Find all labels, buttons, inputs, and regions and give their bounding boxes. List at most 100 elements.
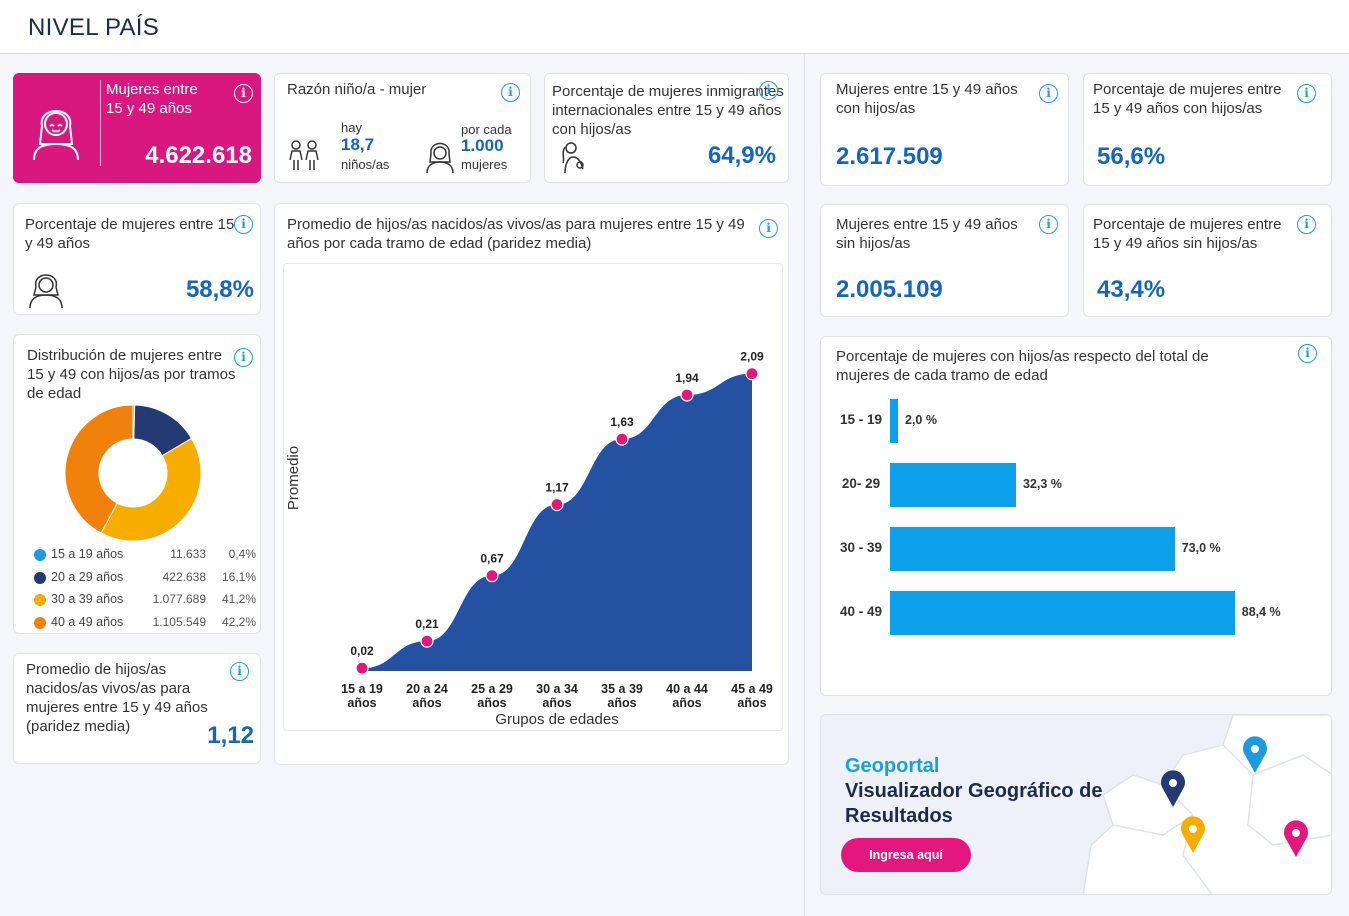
data-label-bg — [344, 642, 380, 659]
data-point[interactable]: 0,67 — [474, 549, 510, 583]
data-label-bg — [474, 549, 510, 566]
without-children-value: 2.005.109 — [836, 276, 943, 303]
pct-without-children-title: Porcentaje de mujeres entre 15 y 49 años… — [1093, 216, 1282, 252]
info-icon[interactable]: i — [1039, 215, 1058, 234]
parity-chart-card: Promedio de hijos/as nacidos/as vivos/as… — [274, 203, 789, 765]
x-tick-label: 40 a 44 años — [666, 682, 708, 710]
legend-count: 1.105.549 — [152, 614, 206, 629]
map-pin-yellow-icon — [1181, 816, 1205, 853]
info-icon[interactable]: i — [1039, 84, 1058, 103]
kpi-women-card: Mujeres entre 15 y 49 años i 4.622.618 — [13, 73, 261, 183]
info-icon[interactable]: i — [234, 215, 253, 234]
ratio-hay: hay — [341, 120, 362, 135]
legend-pct: 16,1% — [221, 569, 256, 584]
data-point[interactable]: 1,94 — [669, 368, 705, 402]
parity-plot-frame — [283, 263, 783, 731]
geoportal-enter-button[interactable]: Ingresa aquí — [841, 838, 971, 872]
legend-pct: 0,4% — [228, 547, 256, 561]
data-marker — [420, 634, 434, 648]
pct-women-value: 58,8% — [185, 276, 254, 303]
x-tick-label: 35 a 39 años — [601, 682, 643, 710]
data-label: 2,09 — [740, 350, 764, 364]
info-icon[interactable]: i — [1297, 84, 1316, 103]
mother-child-icon — [562, 142, 584, 174]
y-axis-label: Promedio — [285, 446, 302, 510]
avg-children-title: Promedio de hijos/as nacidos/as vivos/as… — [26, 661, 208, 735]
with-children-value: 2.617.509 — [836, 143, 943, 170]
woman-outline-icon — [426, 142, 454, 174]
kpi-women-value: 4.622.618 — [145, 142, 252, 169]
data-point[interactable]: 0,02 — [344, 642, 380, 675]
pct-with-children-value: 56,6% — [1097, 143, 1166, 170]
with-children-title: Mujeres entre 15 y 49 años con hijos/as — [836, 81, 1018, 117]
info-icon[interactable]: i — [234, 84, 253, 103]
info-icon[interactable]: i — [1298, 344, 1317, 363]
data-marker — [745, 367, 759, 381]
legend-dot — [34, 571, 46, 584]
info-icon[interactable]: i — [230, 662, 249, 681]
legend-dot — [34, 549, 46, 561]
pct-without-children-card: Porcentaje de mujeres entre 15 y 49 años… — [1083, 204, 1332, 317]
hbar-category: 15 - 19 — [839, 412, 883, 427]
legend-item[interactable]: 40 a 49 años 1.105.549 42,2% — [34, 615, 258, 631]
pct-women-title: Porcentaje de mujeres entre 15 y 49 años — [25, 216, 235, 252]
hbar-bar[interactable] — [890, 527, 1175, 571]
info-icon[interactable]: i — [1297, 215, 1316, 234]
legend-item[interactable]: 30 a 39 años 1.077.689 41,2% — [34, 592, 258, 608]
legend-pct: 41,2% — [221, 592, 256, 606]
hbar-bar[interactable] — [890, 399, 898, 443]
hbar-bar[interactable] — [890, 463, 1016, 507]
geoportal-card[interactable]: Geoportal Visualizador Geográfico de Res… — [820, 714, 1332, 895]
info-icon[interactable]: i — [234, 348, 253, 367]
parity-area-chart: 0,02 0,21 0,67 1,17 1,63 1,94 2,09 15 a 19 años 2… — [285, 347, 773, 728]
immigrants-title: Porcentaje de mujeres inmigrantes intern… — [552, 83, 784, 138]
immigrants-card: Porcentaje de mujeres inmigrantes intern… — [544, 73, 789, 183]
pct-with-children-title: Porcentaje de mujeres entre 15 y 49 años… — [1093, 81, 1282, 117]
info-icon[interactable]: i — [759, 219, 778, 238]
map-pin-blue-icon — [1243, 736, 1267, 773]
x-axis-label: Grupos de edades — [495, 711, 618, 728]
pct-with-children-card: Porcentaje de mujeres entre 15 y 49 años… — [1083, 73, 1332, 186]
legend-count: 1.077.689 — [152, 592, 206, 606]
legend-pct: 42,2% — [221, 614, 256, 629]
data-point[interactable]: 2,09 — [734, 347, 770, 381]
without-children-title: Mujeres entre 15 y 49 años sin hijos/as — [836, 216, 1018, 252]
info-icon[interactable]: i — [759, 81, 778, 100]
ratio-women-label: mujeres — [461, 157, 508, 172]
kpi-divider — [100, 80, 101, 166]
data-label: 1,63 — [610, 415, 634, 429]
x-tick-label: 25 a 29 años — [471, 682, 513, 710]
data-point[interactable]: 1,63 — [604, 413, 640, 446]
hbar-category: 20- 29 — [841, 476, 881, 491]
data-label-bg — [734, 347, 770, 364]
pct-by-age-title: Porcentaje de mujeres con hijos/as respe… — [836, 348, 1209, 384]
hbar-value-label: 32,3 % — [1022, 477, 1062, 491]
legend-label: 30 a 39 años — [51, 592, 124, 606]
pct-women-card: Porcentaje de mujeres entre 15 y 49 años… — [13, 203, 261, 315]
hbar-bar[interactable] — [890, 591, 1235, 635]
data-marker — [550, 497, 564, 512]
distribution-title: Distribución de mujeres entre 15 y 49 co… — [27, 347, 236, 402]
pct-by-age-card: Porcentaje de mujeres con hijos/as respe… — [820, 336, 1332, 696]
ratio-women-value: 1.000 — [461, 136, 504, 155]
data-label-bg — [604, 413, 640, 430]
data-label: 1,94 — [675, 371, 699, 385]
x-tick-label: 20 a 24 años — [406, 682, 448, 710]
legend-item[interactable]: 20 a 29 años 422.638 16,1% — [34, 570, 258, 586]
legend-count: 11.633 — [170, 547, 206, 561]
x-tick-label: 15 a 19 años — [341, 682, 383, 710]
data-marker — [680, 388, 694, 402]
info-icon[interactable]: i — [501, 83, 520, 102]
hbar-category: 40 - 49 — [839, 604, 883, 619]
legend-label: 20 a 29 años — [51, 569, 124, 584]
map-illustration — [1082, 715, 1331, 894]
geoportal-subtitle: Visualizador Geográfico de Resultados — [845, 780, 1103, 827]
data-point[interactable]: 0,21 — [409, 615, 445, 648]
data-label: 0,67 — [480, 552, 504, 566]
legend-item[interactable]: 15 a 19 años 11.633 0,4% — [34, 547, 258, 563]
hbar-value-label: 2,0 % — [905, 413, 937, 427]
data-label: 1,17 — [545, 481, 569, 495]
data-point[interactable]: 1,17 — [539, 478, 575, 512]
legend-dot — [34, 616, 46, 629]
avg-children-value: 1,12 — [207, 722, 254, 749]
